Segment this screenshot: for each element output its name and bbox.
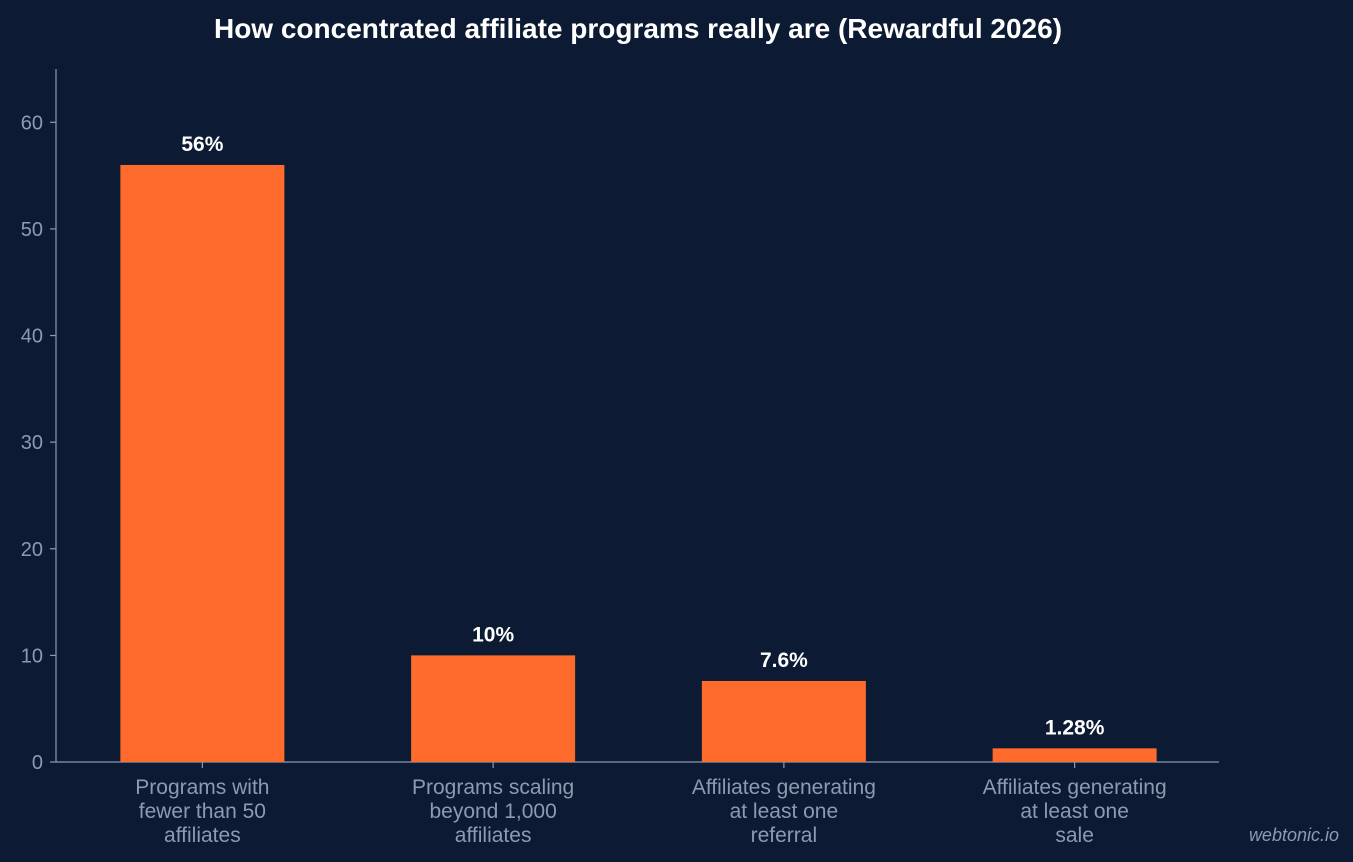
category-label: Affiliates generating — [692, 776, 876, 799]
y-tick-label: 10 — [21, 645, 43, 667]
chart-title: How concentrated affiliate programs real… — [214, 13, 1062, 44]
y-tick-label: 50 — [21, 219, 43, 241]
category-label: at least one — [1020, 800, 1129, 823]
bar — [992, 748, 1157, 762]
data-label: 1.28% — [1045, 716, 1105, 739]
data-labels: 56% 10% 7.6% 1.28% — [181, 133, 1104, 739]
category-label: Programs with — [135, 776, 269, 799]
bar — [411, 655, 576, 762]
category-label: beyond 1,000 — [429, 800, 556, 823]
data-label: 7.6% — [760, 649, 808, 672]
y-tick-label: 30 — [21, 432, 43, 454]
category-label: affiliates — [164, 824, 241, 847]
category-label: affiliates — [455, 824, 532, 847]
data-label: 10% — [472, 623, 514, 646]
y-tick-label: 0 — [32, 752, 43, 774]
bar — [701, 680, 866, 762]
category-label: Programs scaling — [412, 776, 574, 799]
category-label: Affiliates generating — [983, 776, 1167, 799]
watermark: webtonic.io — [1248, 825, 1339, 845]
category-label: sale — [1055, 824, 1094, 847]
category-label: referral — [751, 824, 818, 847]
data-label: 56% — [181, 133, 223, 156]
y-tick-label: 60 — [21, 112, 43, 134]
y-tick-label: 40 — [21, 326, 43, 348]
y-tick-label: 20 — [21, 539, 43, 561]
category-label: fewer than 50 — [139, 800, 266, 823]
bar — [120, 164, 285, 762]
category-label: at least one — [730, 800, 839, 823]
bars — [120, 164, 1157, 762]
